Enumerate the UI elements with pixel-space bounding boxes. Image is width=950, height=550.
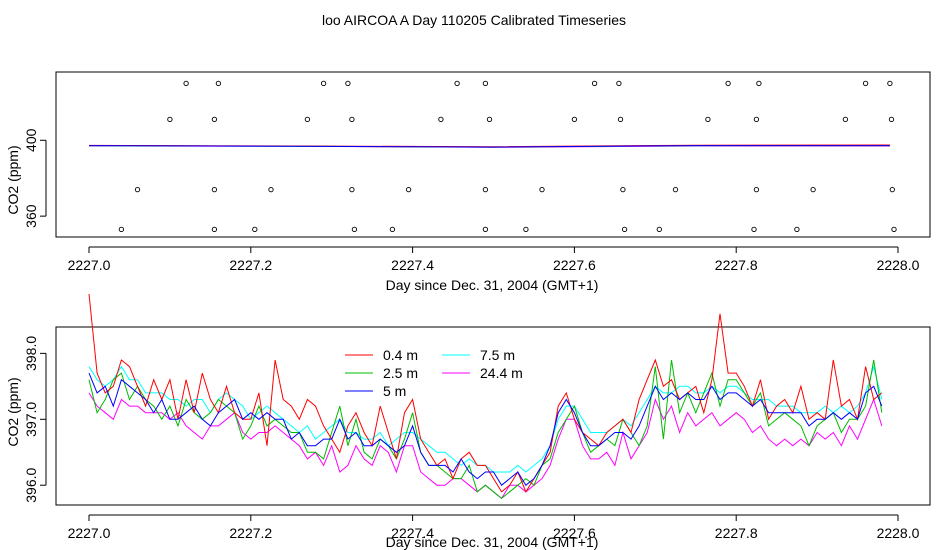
- bottom-x-tick-label: 2227.8: [715, 525, 758, 541]
- legend-label-5-m: 5 m: [383, 383, 406, 399]
- scatter-point: [620, 186, 626, 193]
- bottom-panel: 2227.0 2227.2 2227.4 2227.6 2227.8 2228.0 396…: [5, 293, 931, 550]
- scatter-point: [888, 116, 895, 123]
- top-x-tick-label: 2227.2: [229, 257, 272, 273]
- scatter-point: [438, 116, 444, 123]
- bottom-x-tick-label: 2227.4: [391, 525, 434, 541]
- scatter-point: [672, 186, 679, 193]
- bottom-y-tick-label: 398.0: [23, 336, 39, 371]
- top-x-axis: 2227.0 2227.2 2227.4 2227.6 2227.8 2228.0: [68, 246, 920, 273]
- scatter-point: [753, 116, 760, 123]
- scatter-point: [405, 186, 412, 193]
- scatter-point: [571, 116, 578, 123]
- scatter-point: [349, 116, 355, 123]
- scatter-point: [486, 116, 493, 123]
- scatter-point: [167, 116, 173, 123]
- scatter-point: [389, 226, 396, 233]
- scatter-point: [842, 116, 849, 123]
- top-series-line-5-m: [88, 145, 890, 148]
- scatter-point: [454, 80, 460, 87]
- scatter-point: [887, 80, 893, 87]
- scatter-point: [351, 226, 358, 233]
- scatter-point: [211, 186, 218, 193]
- bottom-y-tick-label: 397.0: [23, 402, 39, 437]
- legend-label-7-5-m: 7.5 m: [480, 347, 515, 363]
- scatter-point: [252, 226, 258, 233]
- top-points-group: [118, 80, 897, 233]
- bottom-legend: 0.4 m 2.5 m 5 m 7.5 m 24.4 m: [345, 347, 523, 399]
- scatter-point: [349, 186, 355, 193]
- top-x-tick-label: 2227.6: [553, 257, 596, 273]
- scatter-point: [118, 226, 125, 233]
- scatter-point: [539, 186, 545, 193]
- top-y-tick-label: 400: [23, 128, 39, 152]
- scatter-point: [862, 80, 869, 87]
- top-y-tick-label: 360: [23, 204, 39, 228]
- scatter-point: [215, 80, 222, 87]
- scatter-point: [211, 116, 218, 123]
- bottom-x-tick-label: 2227.6: [553, 525, 596, 541]
- bottom-series-line-0-4-m: [88, 293, 883, 493]
- scatter-point: [794, 226, 800, 233]
- scatter-point: [753, 186, 760, 193]
- scatter-point: [656, 226, 662, 233]
- top-x-tick-label: 2228.0: [877, 257, 920, 273]
- scatter-point: [211, 226, 218, 233]
- scatter-point: [617, 116, 624, 123]
- legend-label-0-4-m: 0.4 m: [383, 347, 418, 363]
- bottom-x-axis-label: Day since Dec. 31, 2004 (GMT+1): [386, 534, 599, 550]
- scatter-point: [891, 226, 897, 233]
- legend-label-24-4-m: 24.4 m: [480, 365, 523, 381]
- scatter-point: [751, 226, 757, 233]
- bottom-x-tick-label: 2228.0: [877, 525, 920, 541]
- scatter-point: [889, 186, 895, 193]
- top-y-axis-label: CO2 (ppm): [5, 145, 21, 214]
- scatter-point: [482, 80, 489, 87]
- scatter-point: [591, 80, 598, 87]
- scatter-point: [482, 186, 489, 193]
- scatter-point: [621, 226, 628, 233]
- scatter-point: [134, 186, 141, 193]
- bottom-x-tick-label: 2227.2: [229, 525, 272, 541]
- top-x-tick-label: 2227.8: [715, 257, 758, 273]
- scatter-point: [705, 116, 711, 123]
- scatter-point: [183, 80, 189, 87]
- bottom-x-axis: 2227.0 2227.2 2227.4 2227.6 2227.8 2228.0: [68, 514, 920, 541]
- bottom-y-axis-label: CO2 (ppm): [5, 377, 21, 446]
- top-x-tick-label: 2227.4: [391, 257, 434, 273]
- bottom-x-tick-label: 2227.0: [68, 525, 111, 541]
- scatter-point: [725, 80, 731, 87]
- top-panel: 2227.0 2227.2 2227.4 2227.6 2227.8 2228.0 360…: [5, 71, 931, 293]
- legend-label-2-5-m: 2.5 m: [383, 365, 418, 381]
- scatter-point: [268, 186, 274, 193]
- top-x-axis-label: Day since Dec. 31, 2004 (GMT+1): [386, 277, 599, 293]
- bottom-series-group: [88, 293, 883, 500]
- scatter-point: [616, 80, 622, 87]
- bottom-series-line-2-5-m: [88, 359, 883, 500]
- scatter-point: [345, 80, 351, 87]
- scatter-point: [320, 80, 327, 87]
- bottom-plot-frame: [55, 326, 931, 506]
- scatter-point: [523, 226, 529, 233]
- top-plot-frame: [55, 71, 931, 238]
- figure-title: loo AIRCOA A Day 110205 Calibrated Times…: [322, 12, 626, 28]
- top-x-tick-label: 2227.0: [68, 257, 111, 273]
- bottom-y-tick-label: 396.0: [23, 467, 39, 502]
- bottom-y-axis: 396.0 397.0 398.0: [23, 336, 47, 503]
- top-series-group: [88, 144, 890, 148]
- top-y-axis: 360 400: [23, 128, 47, 228]
- bottom-series-line-7-5-m: [88, 364, 883, 473]
- scatter-point: [756, 80, 762, 87]
- scatter-point: [482, 226, 489, 233]
- scatter-point: [810, 186, 816, 193]
- bottom-series-line-5-m: [88, 372, 883, 486]
- scatter-point: [304, 116, 311, 123]
